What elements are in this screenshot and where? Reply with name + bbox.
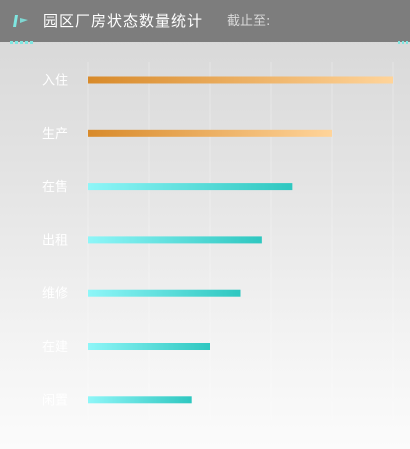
bar-4	[88, 289, 241, 297]
category-label: 生产	[42, 127, 68, 142]
deadline-label: 截止至:	[227, 14, 271, 29]
header-decoration-left	[10, 41, 33, 44]
category-label: 出租	[42, 233, 68, 248]
bar-6	[88, 396, 192, 404]
header-decoration-right	[398, 41, 410, 44]
page-title: 园区厂房状态数量统计	[43, 12, 204, 30]
chart-logo-icon	[12, 13, 30, 29]
bar-3	[88, 236, 262, 244]
bar-0	[88, 76, 393, 84]
category-label: 在建	[42, 340, 68, 355]
category-label: 闲置	[42, 393, 68, 408]
bar-1	[88, 129, 332, 137]
category-label: 维修	[42, 287, 68, 302]
header-bar: 园区厂房状态数量统计 截止至:	[0, 0, 410, 42]
bar-2	[88, 183, 293, 191]
grid-lines	[87, 62, 394, 420]
bar-5	[88, 343, 210, 350]
category-label: 入住	[42, 74, 68, 89]
bars	[88, 76, 393, 404]
category-label: 在售	[42, 179, 68, 195]
